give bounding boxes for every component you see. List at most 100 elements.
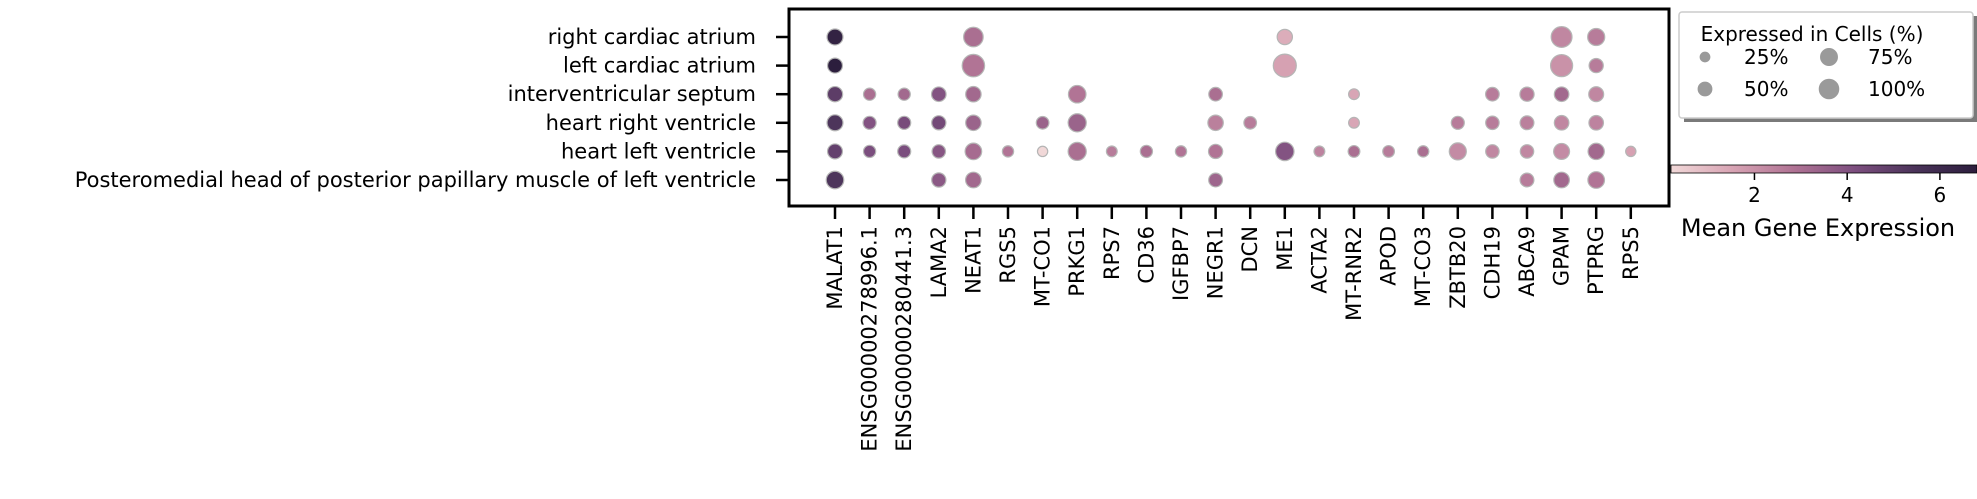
dot [961, 53, 986, 78]
dot [897, 87, 911, 101]
dot [1549, 53, 1574, 78]
dots [825, 25, 1637, 190]
dot [965, 85, 982, 103]
dot [1174, 145, 1188, 158]
dot [1550, 25, 1573, 49]
column-label: MALAT1 [823, 226, 847, 310]
column-label: PTPRG [1584, 226, 1608, 295]
size-legend-label: 50% [1744, 77, 1788, 101]
dot [897, 115, 912, 130]
dot [1139, 144, 1154, 159]
dot [1208, 172, 1224, 188]
dot [1448, 142, 1467, 161]
dot [1067, 84, 1087, 104]
dot [1275, 141, 1295, 162]
dot [1416, 145, 1430, 158]
colorbar-label: Mean Gene Expression [1681, 214, 1955, 242]
column-label: ENSG00000280441.3 [892, 226, 916, 452]
column-label: MT-RNR2 [1342, 226, 1366, 321]
dot [1553, 142, 1571, 160]
dot [1553, 171, 1570, 189]
dot [1587, 27, 1606, 47]
dot [965, 171, 982, 189]
dot [826, 143, 844, 160]
dot [1105, 145, 1118, 158]
dot [1035, 115, 1050, 130]
dot [825, 170, 845, 190]
column-label: ACTA2 [1307, 226, 1331, 294]
dot [1553, 86, 1570, 103]
dot [963, 26, 984, 48]
dot [1484, 86, 1500, 102]
size-legend-label: 25% [1744, 45, 1788, 69]
size-legend-marker [1820, 48, 1838, 66]
dot [1207, 143, 1224, 160]
colorbar: 2 4 6 Mean Gene Expression [1670, 164, 1977, 242]
dot [1276, 28, 1294, 46]
dot [1207, 114, 1224, 132]
dot [1553, 114, 1570, 131]
column-label: LAMA2 [927, 226, 951, 298]
dot [1485, 144, 1500, 159]
column-label: MT-CO3 [1411, 226, 1435, 307]
dot [1067, 113, 1087, 133]
column-label: ABCA9 [1515, 226, 1539, 297]
dot [826, 28, 844, 46]
dot [1001, 145, 1015, 158]
dot [1208, 86, 1223, 102]
column-label: ME1 [1273, 226, 1297, 271]
dot [931, 115, 947, 131]
dot [1450, 115, 1465, 130]
size-legend: Expressed in Cells (%) 25% 75% 50% 100% [1678, 11, 1977, 122]
dot [964, 142, 983, 161]
size-legend-marker [1818, 78, 1840, 100]
dot [862, 115, 877, 130]
colorbar-tick-label: 2 [1748, 183, 1761, 207]
dot [862, 144, 877, 159]
plot-area [787, 7, 1671, 208]
row-labels: right cardiac atrium left cardiac atrium i… [75, 25, 789, 192]
size-legend-label: 75% [1868, 45, 1912, 69]
dot [1588, 114, 1605, 131]
colorbar-tick-label: 6 [1934, 183, 1947, 207]
dot [1625, 145, 1637, 158]
dot [1587, 142, 1605, 161]
column-label: CDH19 [1480, 226, 1504, 299]
size-legend-marker [1699, 51, 1711, 63]
column-label: ENSG00000278996.1 [858, 226, 882, 452]
column-label: NEAT1 [961, 226, 985, 294]
size-legend-label: 100% [1868, 77, 1925, 101]
dot [1587, 171, 1606, 189]
row-label: right cardiac atrium [548, 25, 756, 49]
row-label: left cardiac atrium [563, 54, 756, 78]
size-legend-marker [1697, 81, 1713, 97]
column-label: IGFBP7 [1169, 226, 1193, 301]
dot [826, 85, 844, 103]
dot [1519, 172, 1535, 188]
dot [1067, 141, 1087, 162]
dot [897, 144, 912, 159]
dot [931, 172, 947, 188]
row-label: interventricular septum [508, 82, 756, 106]
colorbar-gradient [1670, 164, 1977, 174]
column-labels: MALAT1 ENSG00000278996.1 ENSG00000280441.3… [823, 206, 1643, 452]
column-label: DCN [1238, 226, 1262, 273]
dot [1348, 88, 1360, 101]
dot [1348, 116, 1360, 129]
dot [1519, 115, 1535, 131]
dot [1519, 144, 1535, 159]
dot [826, 57, 844, 74]
column-label: CD36 [1134, 226, 1158, 284]
column-label: ZBTB20 [1446, 226, 1470, 309]
dot [1588, 57, 1604, 74]
column-label: APOD [1377, 226, 1401, 286]
dot [1036, 145, 1049, 158]
dot [1272, 53, 1297, 78]
column-label: PRKG1 [1065, 226, 1089, 297]
column-label: MT-CO1 [1031, 226, 1055, 307]
dot [1313, 145, 1326, 158]
row-label: heart right ventricle [546, 111, 756, 135]
row-label: heart left ventricle [561, 139, 756, 163]
dot [1382, 144, 1396, 158]
